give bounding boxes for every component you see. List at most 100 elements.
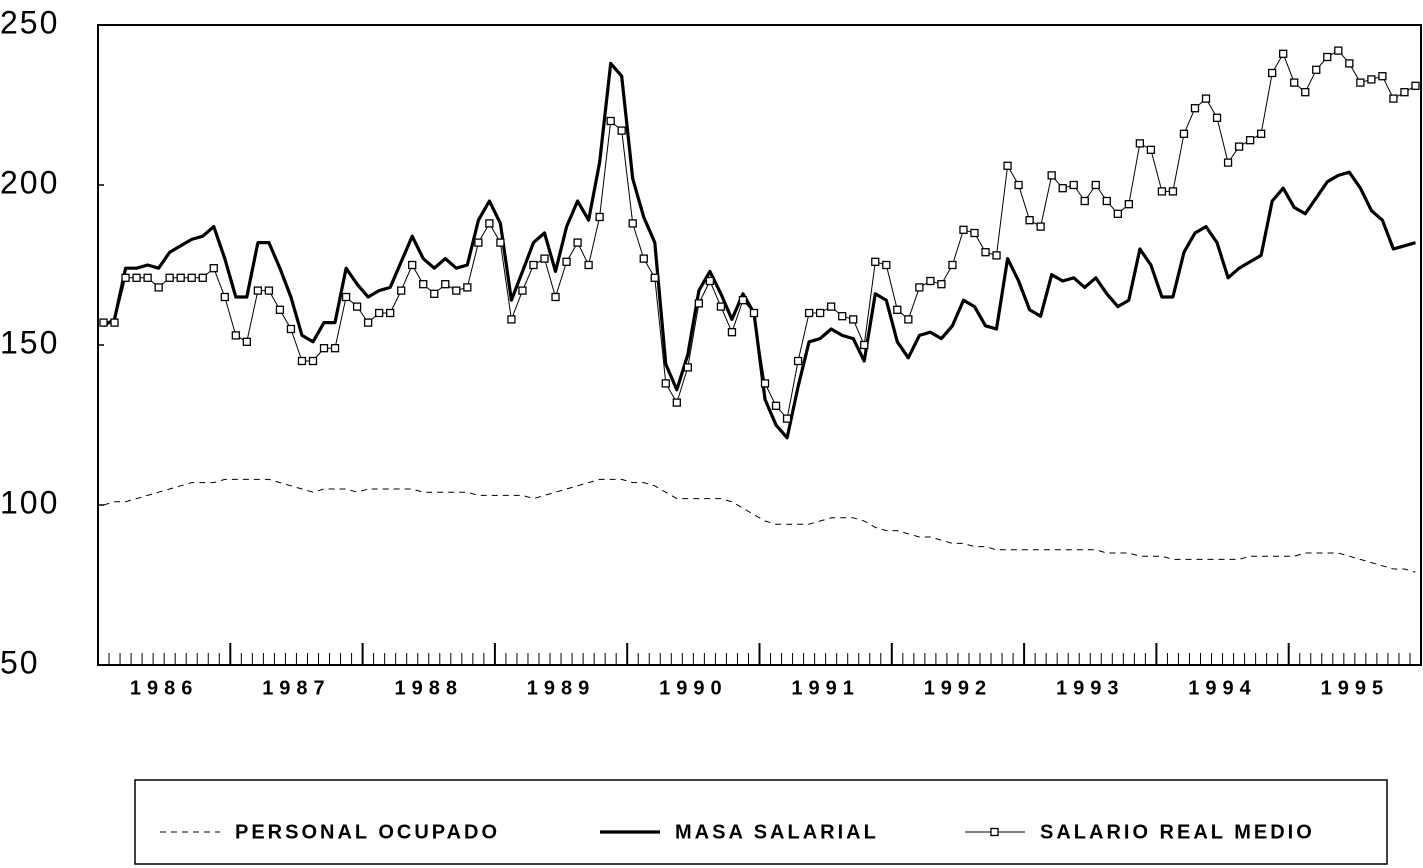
data-marker (628, 219, 637, 228)
data-marker (1102, 196, 1111, 206)
data-marker (198, 273, 207, 282)
data-marker (1025, 216, 1034, 225)
data-marker (738, 296, 748, 305)
data-marker (286, 324, 296, 334)
data-marker (749, 308, 759, 318)
data-marker (1080, 196, 1089, 206)
data-marker (154, 283, 163, 292)
data-marker (1256, 129, 1266, 138)
data-marker (1113, 209, 1122, 218)
data-marker (1014, 180, 1023, 190)
x-tick-label: 1995 (1321, 677, 1390, 699)
data-marker (176, 273, 185, 282)
data-marker (99, 318, 108, 327)
x-tick-label: 1989 (527, 677, 596, 699)
data-marker (231, 331, 240, 340)
data-marker (430, 289, 439, 298)
data-marker (694, 299, 704, 308)
data-marker (253, 286, 263, 295)
data-marker (904, 315, 913, 324)
data-marker (374, 308, 384, 318)
data-marker (1168, 187, 1178, 196)
data-marker (827, 302, 836, 311)
data-marker (562, 257, 571, 266)
x-tick-label: 1991 (791, 677, 860, 699)
data-marker (1003, 161, 1012, 170)
data-marker (1069, 180, 1078, 190)
data-marker (683, 363, 692, 372)
data-marker (441, 280, 450, 289)
data-marker (297, 356, 307, 366)
data-marker (209, 264, 218, 273)
data-marker (849, 315, 858, 324)
data-marker (1400, 88, 1409, 97)
data-marker (242, 337, 251, 346)
data-marker (408, 260, 417, 270)
data-marker (716, 302, 726, 311)
data-marker (1301, 88, 1310, 97)
data-marker (617, 126, 626, 135)
x-tick-label: 1987 (262, 677, 331, 699)
data-marker (551, 292, 560, 302)
data-marker (1190, 104, 1200, 113)
data-marker (815, 308, 825, 318)
y-tick-label: 50 (0, 644, 40, 680)
data-marker (860, 340, 869, 350)
data-marker (507, 315, 516, 324)
data-marker (363, 318, 373, 327)
data-marker (330, 344, 340, 353)
data-marker (319, 344, 329, 353)
data-marker (1036, 222, 1045, 231)
data-marker (970, 228, 979, 238)
y-tick-label: 100 (0, 484, 59, 520)
data-marker (584, 260, 593, 270)
data-marker (573, 238, 582, 247)
data-marker (452, 286, 461, 295)
data-marker (540, 254, 549, 263)
data-marker (1367, 75, 1376, 84)
data-marker (485, 219, 494, 228)
legend-box (134, 779, 1388, 865)
data-marker (1279, 49, 1288, 58)
data-marker (672, 398, 681, 407)
data-marker (661, 379, 670, 388)
data-marker (121, 273, 130, 282)
data-marker (760, 379, 770, 388)
data-marker (937, 280, 946, 289)
data-marker (1268, 68, 1277, 78)
data-marker (143, 273, 152, 282)
data-marker (264, 286, 274, 295)
series-line (103, 478, 1416, 573)
data-marker (1378, 72, 1387, 81)
legend-marker (990, 827, 999, 837)
data-marker (419, 280, 428, 289)
data-marker (518, 286, 527, 295)
data-marker (981, 248, 990, 257)
series-line (102, 61, 1416, 440)
data-marker (220, 292, 229, 302)
data-marker (1334, 46, 1343, 55)
legend-label: MASA SALARIAL (675, 821, 879, 843)
legend-label: SALARIO REAL MEDIO (1040, 821, 1315, 843)
data-marker (1201, 94, 1211, 103)
data-marker (1091, 180, 1100, 190)
data-marker (606, 116, 615, 126)
x-tick-label: 1990 (659, 677, 728, 699)
data-marker (496, 238, 505, 247)
data-marker (1389, 94, 1398, 103)
data-marker (132, 273, 141, 282)
data-marker (1323, 52, 1332, 62)
data-marker (1411, 81, 1420, 90)
data-marker (893, 305, 902, 314)
data-marker (386, 308, 395, 318)
data-marker (782, 414, 792, 423)
data-marker (1356, 78, 1365, 87)
data-marker (110, 318, 119, 327)
y-tick-label: 200 (0, 164, 59, 200)
data-marker (352, 302, 362, 311)
y-tick-label: 150 (0, 324, 59, 360)
data-marker (727, 328, 737, 337)
data-marker (926, 276, 935, 286)
data-marker (1290, 78, 1299, 87)
